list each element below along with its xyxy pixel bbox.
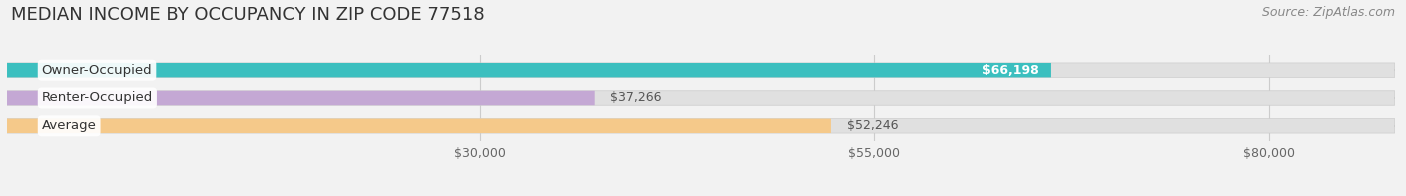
Text: $37,266: $37,266: [610, 92, 662, 104]
FancyBboxPatch shape: [7, 63, 1050, 77]
FancyBboxPatch shape: [7, 91, 595, 105]
Text: Owner-Occupied: Owner-Occupied: [42, 64, 152, 77]
FancyBboxPatch shape: [7, 91, 1395, 105]
FancyBboxPatch shape: [7, 119, 831, 133]
Text: $66,198: $66,198: [981, 64, 1038, 77]
FancyBboxPatch shape: [7, 63, 1395, 77]
Text: Average: Average: [42, 119, 97, 132]
Text: MEDIAN INCOME BY OCCUPANCY IN ZIP CODE 77518: MEDIAN INCOME BY OCCUPANCY IN ZIP CODE 7…: [11, 6, 485, 24]
Text: Source: ZipAtlas.com: Source: ZipAtlas.com: [1261, 6, 1395, 19]
Text: $52,246: $52,246: [846, 119, 898, 132]
FancyBboxPatch shape: [7, 119, 1395, 133]
Text: Renter-Occupied: Renter-Occupied: [42, 92, 153, 104]
